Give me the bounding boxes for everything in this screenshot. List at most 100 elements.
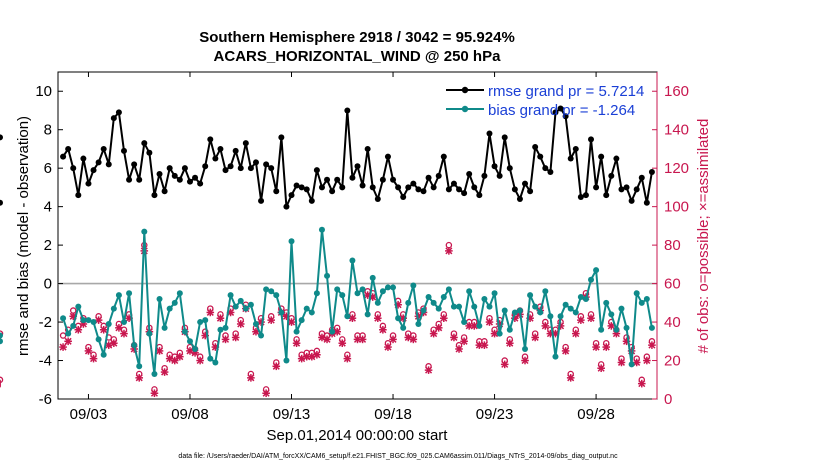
obs-assimilated-marker <box>170 356 179 365</box>
y-right-tick-label: 20 <box>664 353 681 370</box>
bias-point <box>318 226 325 233</box>
bias-point <box>456 303 463 310</box>
rmse-point <box>466 170 473 177</box>
bias-point <box>329 328 336 335</box>
bias-point <box>131 342 138 349</box>
bias-point <box>603 299 610 306</box>
rmse-point <box>461 190 468 197</box>
obs-assimilated-marker <box>302 352 311 361</box>
obs-assimilated-marker <box>374 314 382 323</box>
obs-assimilated-marker <box>424 366 433 374</box>
rmse-point <box>60 153 67 160</box>
y-right-tick-label: 100 <box>664 199 689 216</box>
y-right-tick-label: 80 <box>664 237 681 254</box>
bias-point <box>648 324 655 331</box>
rmse-point <box>171 172 178 179</box>
bias-point <box>85 317 92 324</box>
bias-point <box>344 313 351 320</box>
rmse-point <box>156 170 163 177</box>
y-axis-label: rmse and bias (model - observation) <box>15 116 32 356</box>
obs-assimilated-marker <box>348 314 357 323</box>
obs-assimilated-marker <box>389 335 397 344</box>
bias-point <box>537 309 544 316</box>
bias-point <box>445 286 452 293</box>
rmse-point <box>633 186 640 193</box>
bias-point <box>263 286 270 293</box>
obs-assimilated-marker <box>541 322 550 330</box>
rmse-point <box>334 176 341 183</box>
rmse-point <box>313 167 320 174</box>
y-tick-label: -4 <box>39 353 52 370</box>
rmse-point <box>263 161 270 168</box>
rmse-point <box>298 184 305 191</box>
bias-point <box>171 299 178 306</box>
rmse-point <box>456 186 463 193</box>
bias-point <box>516 307 523 314</box>
rmse-point <box>491 163 498 170</box>
obs-assimilated-marker <box>313 350 321 359</box>
obs-assimilated-marker <box>470 322 479 330</box>
rmse-point <box>588 136 595 143</box>
rmse-point <box>110 115 117 122</box>
obs-assimilated-marker <box>358 335 367 344</box>
rmse-point <box>567 155 574 162</box>
x-axis-label: Sep.01,2014 00:00:00 start <box>267 427 449 444</box>
rmse-point <box>318 184 325 191</box>
obs-assimilated-marker <box>89 354 98 363</box>
bias-point <box>588 276 595 283</box>
bias-point <box>425 294 432 301</box>
bias-point <box>400 324 407 331</box>
obs-assimilated-marker <box>409 335 418 344</box>
rmse-point <box>161 188 168 195</box>
y-tick-label: -6 <box>39 391 52 408</box>
bias-point <box>176 290 183 297</box>
rmse-point <box>608 172 615 179</box>
rmse-point <box>506 165 513 172</box>
rmse-point <box>222 167 229 174</box>
bias-point <box>298 317 305 324</box>
legend: rmse grand pr = 5.7214 bias grand pr = -… <box>446 83 644 119</box>
footnote: data file: /Users/raeder/DAI/ATM_forcXX/… <box>178 453 618 460</box>
obs-assimilated-marker <box>115 324 123 332</box>
bias-point <box>70 322 77 329</box>
rmse-point <box>120 147 127 154</box>
bias-point <box>105 320 112 327</box>
rmse-point <box>359 182 366 189</box>
bias-point <box>288 238 295 245</box>
obs-assimilated-marker <box>353 335 362 344</box>
bias-point <box>374 299 381 306</box>
rmse-point <box>308 197 315 204</box>
bias-point <box>440 294 447 301</box>
obs-assimilated-marker <box>343 354 352 363</box>
bias-point <box>151 370 158 377</box>
bias-point <box>628 361 635 368</box>
y-tick-label: -2 <box>39 314 52 331</box>
rmse-point <box>395 184 402 191</box>
y-right-tick-label: 120 <box>664 160 689 177</box>
obs-assimilated-marker <box>597 364 605 373</box>
bias-point <box>638 299 645 306</box>
rmse-point <box>425 174 432 181</box>
obs-assimilated-marker <box>460 337 468 346</box>
rmse-point <box>390 176 397 183</box>
obs-possible-marker <box>0 330 4 337</box>
obs-assimilated-marker <box>490 329 499 338</box>
bias-point <box>222 324 229 331</box>
bias-point <box>506 326 513 333</box>
bias-point <box>532 303 539 310</box>
bias-point <box>542 288 549 295</box>
rmse-point <box>511 186 518 193</box>
rmse-point <box>85 180 92 187</box>
obs-assimilated-marker <box>267 316 276 324</box>
obs-assimilated-marker <box>637 379 646 388</box>
bias-point <box>582 295 589 302</box>
obs-assimilated-marker <box>561 347 570 355</box>
bias-point <box>156 295 163 302</box>
bias-point <box>100 351 107 358</box>
rmse-point <box>537 153 544 160</box>
bias-point <box>567 305 574 312</box>
obs-possible-marker <box>0 376 4 384</box>
bias-point <box>146 330 153 337</box>
obs-assimilated-marker <box>135 374 144 382</box>
series-lines <box>0 105 655 377</box>
